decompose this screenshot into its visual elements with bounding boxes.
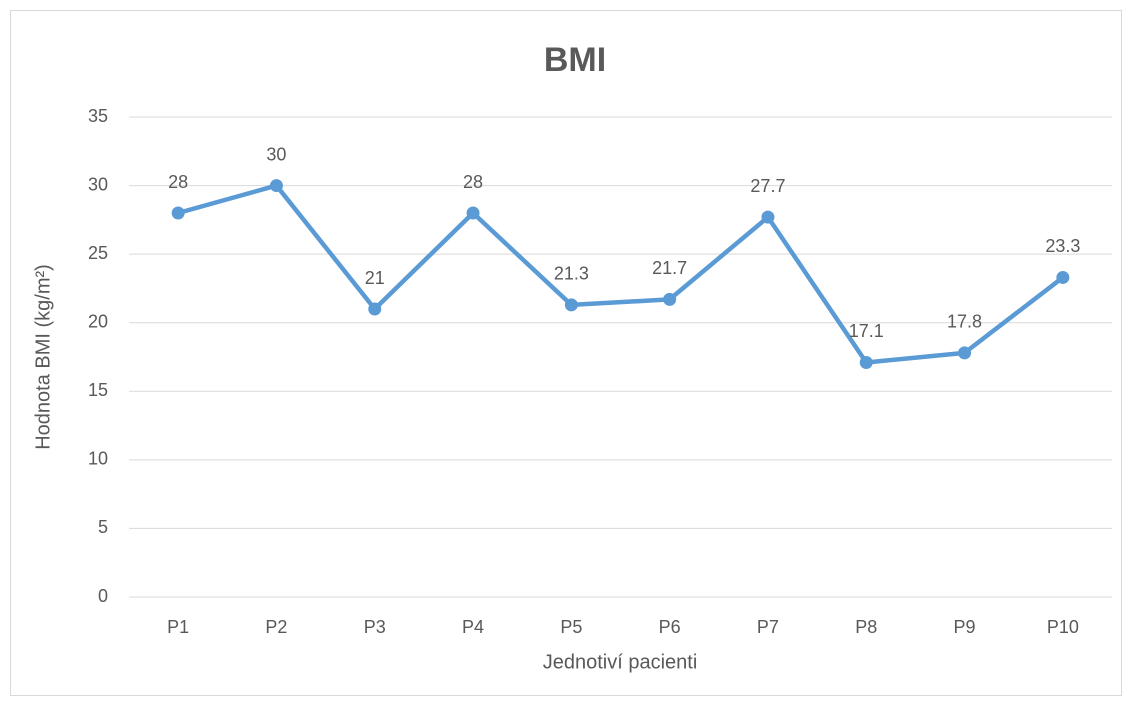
chart-title: BMI [544,41,606,79]
data-point [269,179,283,193]
y-tick-label: 25 [88,243,108,263]
chart-frame [10,10,1122,696]
data-point [958,346,972,360]
x-tick-label: P4 [462,617,484,637]
data-point [368,302,382,316]
y-tick-label: 15 [88,380,108,400]
data-label: 21 [365,268,385,288]
data-point [1056,270,1070,284]
x-tick-label: P3 [364,617,386,637]
x-tick-label: P1 [167,617,189,637]
y-tick-label: 35 [88,106,108,126]
data-point [171,206,185,220]
y-tick-label: 20 [88,311,108,331]
x-tick-label: P6 [659,617,681,637]
x-axis-label: Jednotiví pacienti [543,651,698,673]
x-tick-label: P7 [757,617,779,637]
data-point [466,206,480,220]
y-tick-label: 10 [88,449,108,469]
x-tick-label: P5 [560,617,582,637]
data-label: 23.3 [1045,236,1080,256]
data-point [663,292,677,306]
data-label: 28 [463,172,483,192]
data-point [859,355,873,369]
data-point [761,210,775,224]
data-label: 17.8 [947,312,982,332]
data-label: 17.1 [849,321,884,341]
data-label: 21.7 [652,258,687,278]
x-tick-label: P2 [265,617,287,637]
y-tick-label: 0 [98,586,108,606]
data-point [564,298,578,312]
y-tick-label: 5 [98,517,108,537]
series-line [177,183,1065,365]
data-label: 21.3 [554,264,589,284]
data-label: 27.7 [750,176,785,196]
data-label: 28 [168,172,188,192]
x-tick-label: P8 [855,617,877,637]
x-tick-label: P9 [954,617,976,637]
y-axis-label: Hodnota BMI (kg/m²) [32,264,54,450]
y-tick-label: 30 [88,174,108,194]
data-label: 30 [266,144,286,164]
x-tick-label: P10 [1047,617,1079,637]
